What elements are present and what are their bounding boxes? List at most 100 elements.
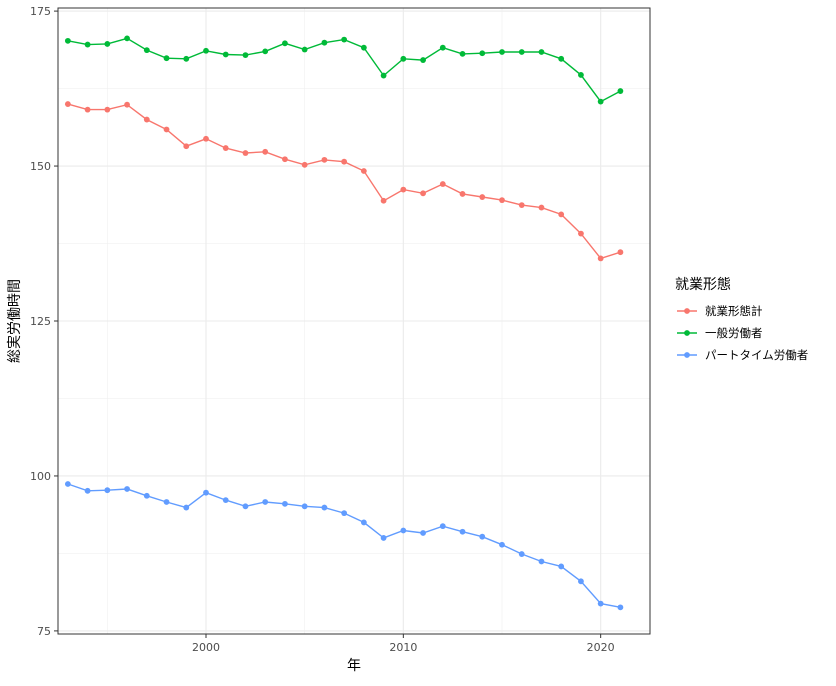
data-point	[538, 49, 545, 55]
data-point	[558, 55, 565, 62]
data-point	[360, 519, 367, 526]
y-tick-label: 75	[37, 625, 51, 638]
data-point	[222, 145, 229, 151]
series-line	[67, 483, 621, 608]
y-axis-title: 総実労働時間	[7, 279, 23, 363]
data-point	[282, 40, 288, 47]
data-point	[360, 168, 367, 174]
data-point	[479, 533, 486, 540]
data-point	[558, 211, 565, 218]
data-point	[538, 558, 545, 565]
data-point	[163, 126, 170, 133]
series-group	[64, 101, 624, 262]
data-point	[222, 497, 229, 504]
data-point	[163, 499, 170, 505]
data-point	[183, 55, 190, 62]
y-tick-label: 175	[30, 5, 51, 18]
data-point	[380, 197, 387, 204]
data-point	[617, 604, 624, 611]
data-point	[262, 148, 269, 155]
data-point	[518, 202, 525, 208]
data-point	[420, 190, 426, 197]
data-point	[262, 499, 269, 505]
data-point	[538, 204, 545, 211]
data-point	[163, 55, 170, 62]
y-tick-label: 150	[30, 160, 51, 173]
data-point	[578, 578, 584, 585]
legend-label: 一般労働者	[705, 326, 763, 340]
data-point	[84, 487, 91, 494]
data-point	[282, 500, 288, 507]
data-point	[242, 503, 249, 510]
x-axis-title: 年	[347, 658, 361, 674]
data-point	[400, 55, 407, 62]
data-point	[380, 535, 387, 541]
grid-layer	[58, 8, 650, 634]
series-line	[67, 37, 621, 103]
data-point	[420, 530, 426, 536]
data-point	[301, 503, 308, 510]
data-point	[578, 230, 584, 237]
data-point	[183, 143, 190, 150]
y-tick-label: 100	[30, 470, 51, 483]
data-point	[301, 161, 308, 168]
data-point	[64, 37, 71, 44]
series-line	[67, 103, 621, 260]
data-point	[578, 72, 584, 78]
data-point	[143, 47, 150, 54]
data-point	[84, 41, 91, 48]
data-point	[203, 135, 209, 142]
legend-item: パートタイム労働者	[677, 348, 808, 362]
data-point	[282, 156, 288, 163]
data-point	[499, 197, 505, 204]
data-point	[439, 181, 446, 187]
data-point	[222, 51, 229, 58]
data-point	[499, 541, 505, 548]
data-point	[341, 510, 348, 517]
data-point	[439, 523, 446, 530]
x-tick-label: 2020	[587, 641, 615, 654]
data-point	[400, 527, 407, 534]
data-point	[479, 50, 486, 57]
data-point	[64, 101, 71, 107]
data-point	[479, 194, 486, 200]
legend-item: 就業形態計	[677, 304, 763, 318]
x-tick-label: 2000	[192, 641, 220, 654]
data-point	[420, 57, 426, 63]
data-point	[242, 150, 249, 156]
legend-item: 一般労働者	[677, 326, 763, 340]
data-point	[124, 486, 130, 492]
data-point	[143, 492, 150, 499]
data-point	[301, 46, 308, 53]
data-point	[143, 116, 150, 123]
data-point	[518, 551, 525, 557]
data-point	[124, 101, 130, 108]
data-point	[617, 88, 624, 94]
series-layer	[64, 35, 624, 611]
data-point	[459, 528, 466, 535]
data-point	[459, 50, 466, 57]
series-group	[64, 481, 624, 611]
data-point	[242, 52, 249, 59]
data-point	[104, 41, 111, 47]
data-point	[597, 600, 604, 607]
data-point	[597, 98, 604, 105]
axis-layer: 75 100 125 150 175 2000 2010 2020	[30, 5, 615, 654]
data-point	[203, 489, 209, 496]
data-point	[341, 36, 348, 43]
data-point	[124, 35, 130, 42]
data-point	[84, 106, 91, 113]
y-tick-label: 125	[30, 315, 51, 328]
data-point	[64, 481, 71, 487]
legend-key-point	[684, 330, 690, 336]
data-point	[203, 47, 209, 54]
series-group	[64, 35, 624, 105]
data-point	[597, 255, 604, 262]
data-point	[321, 39, 328, 46]
data-point	[183, 504, 190, 511]
data-point	[321, 504, 328, 511]
data-point	[262, 48, 269, 55]
data-point	[400, 186, 407, 193]
